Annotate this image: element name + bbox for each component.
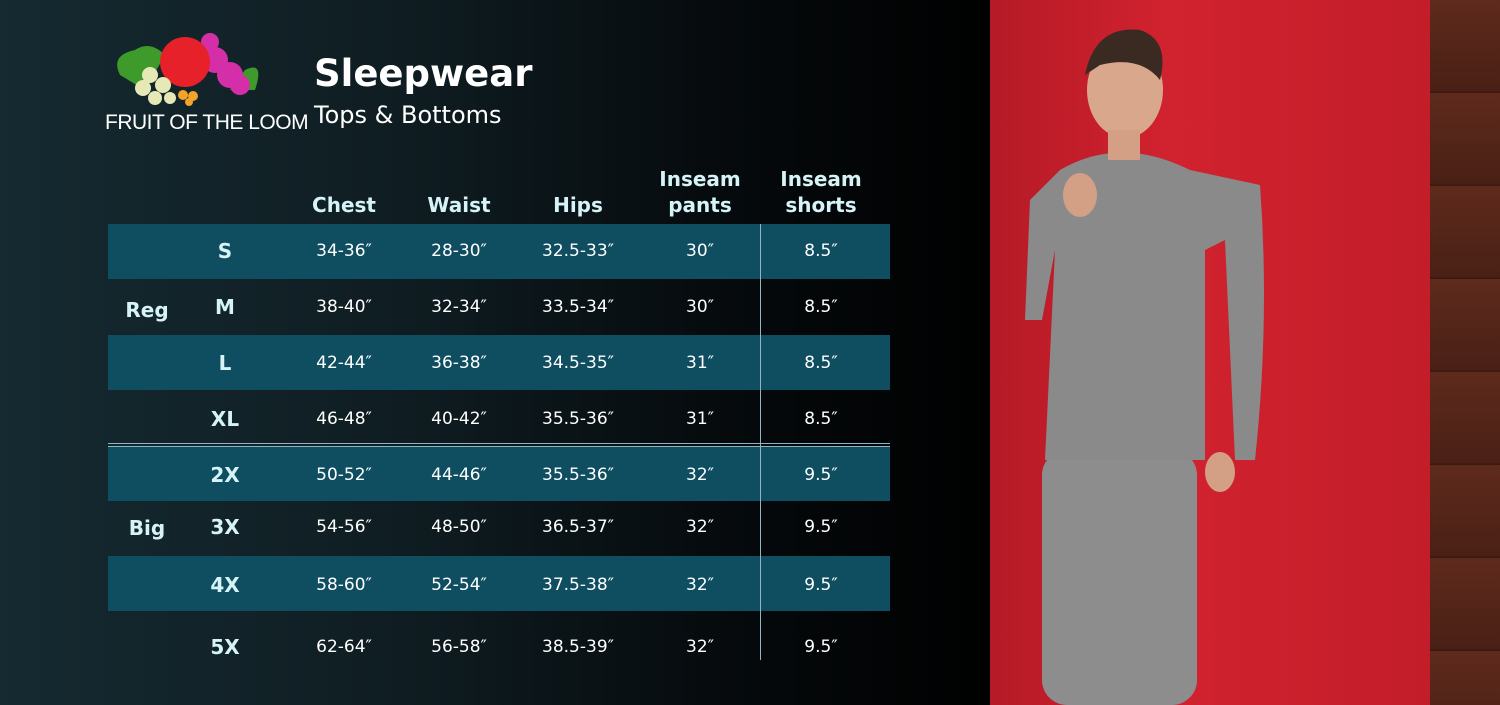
- row-band: [108, 447, 890, 501]
- cell-shorts: 9.5″: [804, 637, 838, 657]
- cell-pants: 32″: [686, 637, 714, 657]
- fruit-of-the-loom-logo: [117, 33, 259, 106]
- cell-waist: 52-54″: [431, 575, 487, 595]
- group-label-big: Big: [128, 516, 166, 540]
- cell-waist: 56-58″: [431, 637, 487, 657]
- cell-waist: 36-38″: [431, 353, 487, 373]
- column-header: Inseam shorts: [780, 166, 861, 218]
- column-header-line: Hips: [553, 193, 603, 217]
- column-header-line: pants: [668, 193, 732, 217]
- group-divider: [108, 443, 890, 444]
- cell-waist: 40-42″: [431, 409, 487, 429]
- cell-chest: 58-60″: [316, 575, 372, 595]
- row-band: [108, 556, 890, 611]
- cell-pants: 32″: [686, 517, 714, 537]
- cell-waist: 28-30″: [431, 241, 487, 261]
- cell-hips: 32.5-33″: [542, 241, 614, 261]
- column-header: Chest: [312, 192, 376, 218]
- size-label: 3X: [210, 515, 240, 539]
- cell-shorts: 9.5″: [804, 575, 838, 595]
- cell-pants: 30″: [686, 297, 714, 317]
- cell-hips: 37.5-38″: [542, 575, 614, 595]
- cell-hips: 34.5-35″: [542, 353, 614, 373]
- cell-hips: 35.5-36″: [542, 465, 614, 485]
- cell-waist: 44-46″: [431, 465, 487, 485]
- cell-hips: 35.5-36″: [542, 409, 614, 429]
- cell-shorts: 8.5″: [804, 353, 838, 373]
- size-label: L: [218, 351, 232, 375]
- cell-hips: 33.5-34″: [542, 297, 614, 317]
- cell-waist: 32-34″: [431, 297, 487, 317]
- size-label: 4X: [210, 573, 240, 597]
- cell-chest: 62-64″: [316, 637, 372, 657]
- cell-shorts: 9.5″: [804, 465, 838, 485]
- column-header-line: shorts: [785, 193, 857, 217]
- cell-pants: 31″: [686, 409, 714, 429]
- cell-pants: 32″: [686, 575, 714, 595]
- cell-hips: 36.5-37″: [542, 517, 614, 537]
- model-photo: [1025, 29, 1264, 705]
- row-band: [108, 335, 890, 390]
- page-title: Sleepwear: [314, 52, 533, 95]
- column-divider: [760, 224, 761, 660]
- wood-panel: [1430, 0, 1500, 705]
- column-header: Hips: [553, 192, 603, 218]
- size-label: 2X: [210, 463, 240, 487]
- brand-name: FRUIT OF THE LOOM: [105, 111, 309, 134]
- cell-chest: 38-40″: [316, 297, 372, 317]
- row-band: [108, 224, 890, 279]
- cell-shorts: 8.5″: [804, 409, 838, 429]
- cell-pants: 31″: [686, 353, 714, 373]
- cell-chest: 46-48″: [316, 409, 372, 429]
- cell-chest: 54-56″: [316, 517, 372, 537]
- group-label-reg: Reg: [125, 298, 169, 322]
- column-header-line: Waist: [427, 193, 491, 217]
- column-header: Inseam pants: [659, 166, 740, 218]
- cell-pants: 30″: [686, 241, 714, 261]
- cell-hips: 38.5-39″: [542, 637, 614, 657]
- cell-shorts: 9.5″: [804, 517, 838, 537]
- cell-shorts: 8.5″: [804, 297, 838, 317]
- column-header: Waist: [427, 192, 490, 218]
- column-header-line: Inseam: [659, 167, 741, 191]
- size-label: S: [217, 239, 233, 263]
- size-label: 5X: [210, 635, 240, 659]
- cell-shorts: 8.5″: [804, 241, 838, 261]
- group-divider: [108, 446, 890, 447]
- cell-chest: 42-44″: [316, 353, 372, 373]
- cell-pants: 32″: [686, 465, 714, 485]
- column-header-line: Chest: [312, 193, 376, 217]
- size-label: M: [215, 295, 235, 319]
- column-header-line: Inseam: [780, 167, 862, 191]
- cell-chest: 50-52″: [316, 465, 372, 485]
- page-subtitle: Tops & Bottoms: [314, 101, 502, 129]
- cell-waist: 48-50″: [431, 517, 487, 537]
- size-label: XL: [210, 407, 240, 431]
- cell-chest: 34-36″: [316, 241, 372, 261]
